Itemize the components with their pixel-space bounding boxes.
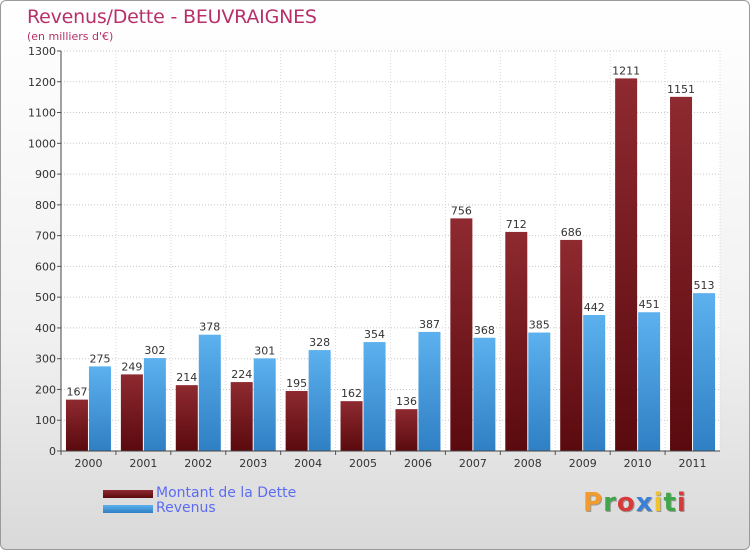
data-label-revenus-2005: 354 [364,328,385,341]
data-label-dette-2007: 756 [451,204,472,217]
chart-subtitle: (en milliers d'€) [27,30,114,43]
bar-revenus-2010 [638,312,661,451]
bar-revenus-2008 [528,332,551,451]
legend-swatch-dette [103,490,153,498]
legend-label-dette: Montant de la Dette [156,485,297,501]
bar-revenus-2002 [198,334,221,451]
bar-revenus-2006 [418,331,441,451]
ytick-label-400: 400 [35,322,56,335]
xtick-label-2008: 2008 [514,457,542,470]
legend-label-revenus: Revenus [156,500,216,516]
xtick-label-2010: 2010 [624,457,652,470]
bar-revenus-2009 [583,315,606,451]
xtick-label-2006: 2006 [404,457,432,470]
data-label-revenus-2010: 451 [639,298,660,311]
data-label-revenus-2002: 378 [199,321,220,334]
ytick-label-900: 900 [35,168,56,181]
data-label-dette-2003: 224 [231,368,252,381]
ytick-label-800: 800 [35,199,56,212]
chart-title: Revenus/Dette - BEUVRAIGNES [27,6,317,28]
bar-revenus-2011 [693,293,716,451]
bar-dette-2010 [615,78,638,451]
xtick-label-2005: 2005 [349,457,377,470]
ytick-label-100: 100 [35,414,56,427]
bar-revenus-2004 [308,350,331,451]
data-label-revenus-2000: 275 [89,352,110,365]
bar-dette-2011 [670,96,693,451]
xtick-label-2009: 2009 [569,457,597,470]
data-label-dette-2000: 167 [66,386,87,399]
proxiti-logo: Proxiti [583,488,687,518]
bar-revenus-2007 [473,337,496,451]
bar-dette-2004 [285,391,308,451]
ytick-label-700: 700 [35,230,56,243]
ytick-label-500: 500 [35,291,56,304]
bar-dette-2006 [395,409,418,451]
xtick-label-2007: 2007 [459,457,487,470]
data-label-dette-2009: 686 [561,226,582,239]
bar-dette-2003 [230,382,253,451]
ytick-label-1100: 1100 [28,107,56,120]
xtick-label-2011: 2011 [679,457,707,470]
data-label-revenus-2009: 442 [584,301,605,314]
xtick-label-2002: 2002 [184,457,212,470]
bar-dette-2000 [65,399,88,451]
data-label-revenus-2003: 301 [254,344,275,357]
bar-dette-2005 [340,401,363,451]
bar-dette-2008 [505,231,528,451]
data-label-dette-2004: 195 [286,377,307,390]
ytick-label-300: 300 [35,353,56,366]
ytick-label-1000: 1000 [28,137,56,150]
ytick-label-200: 200 [35,383,56,396]
ytick-label-600: 600 [35,260,56,273]
grid [57,50,721,452]
data-label-dette-2011: 1151 [667,83,695,96]
data-label-revenus-2011: 513 [694,279,715,292]
data-label-dette-2008: 712 [506,218,527,231]
xtick-label-2003: 2003 [239,457,267,470]
data-label-revenus-2006: 387 [419,318,440,331]
xtick-label-2004: 2004 [294,457,322,470]
ytick-label-0: 0 [49,445,56,458]
xtick-label-2001: 2001 [129,457,157,470]
bar-dette-2009 [560,239,583,451]
data-label-dette-2002: 214 [176,371,197,384]
bar-dette-2007 [450,218,473,451]
bar-revenus-2000 [88,366,111,451]
axes: 0 100 200 300 400 500 600 700 800 900 1000 1100 1200… [28,45,720,470]
data-label-dette-2006: 136 [396,395,417,408]
data-label-dette-2001: 249 [121,360,142,373]
data-label-revenus-2001: 302 [144,344,165,357]
ytick-label-1200: 1200 [28,76,56,89]
bar-revenus-2001 [143,358,166,451]
data-label-revenus-2004: 328 [309,336,330,349]
bar-revenus-2005 [363,342,386,451]
bar-revenus-2003 [253,358,276,451]
data-label-revenus-2007: 368 [474,324,495,337]
data-label-dette-2010: 1211 [612,64,640,77]
data-label-revenus-2008: 385 [529,319,550,332]
bar-dette-2001 [120,374,143,451]
ytick-label-1300: 1300 [28,45,56,58]
legend-swatch-revenus [103,505,153,513]
xtick-label-2000: 2000 [74,457,102,470]
bar-dette-2002 [175,385,198,451]
data-label-dette-2005: 162 [341,387,362,400]
